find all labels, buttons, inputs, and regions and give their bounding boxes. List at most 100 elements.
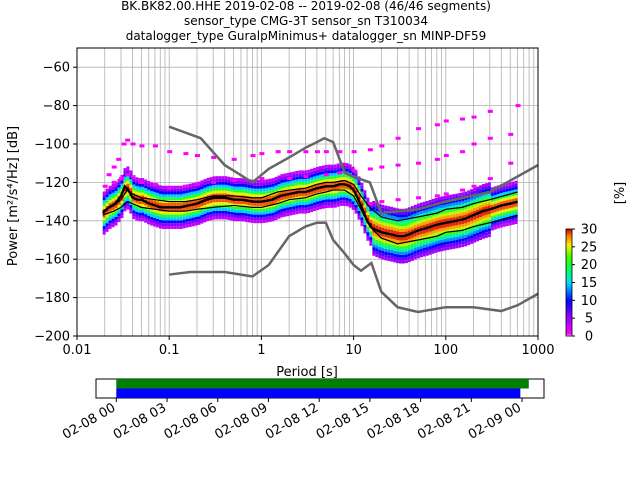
- pdf-cell: [150, 211, 154, 215]
- pdf-cell: [449, 243, 453, 247]
- pdf-cell: [194, 216, 198, 220]
- pdf-cell: [422, 224, 426, 228]
- pdf-cell: [410, 220, 414, 224]
- pdf-cell: [147, 186, 151, 190]
- pdf-cell: [416, 235, 420, 239]
- pdf-cell: [461, 215, 465, 219]
- pdf-cell: [161, 185, 165, 189]
- pdf-cell: [484, 197, 488, 201]
- pdf-cell: [363, 219, 367, 222]
- pdf-cell: [399, 223, 402, 227]
- pdf-cell: [179, 211, 183, 215]
- pdf-cell: [467, 230, 471, 234]
- pdf-cell: [434, 198, 438, 201]
- pdf-cell: [159, 202, 162, 206]
- pdf-cell: [339, 168, 343, 172]
- pdf-cell: [212, 190, 216, 194]
- pdf-cell: [404, 237, 408, 241]
- pdf-cell: [348, 170, 352, 173]
- pdf-cell: [399, 240, 402, 244]
- pdf-cell: [319, 189, 322, 193]
- time-tick-label: 02-08 00: [60, 400, 118, 442]
- pdf-cell: [354, 190, 358, 194]
- colorbar-segment: [566, 261, 572, 264]
- pdf-cell: [511, 216, 515, 219]
- pdf-cell: [345, 191, 349, 195]
- pdf-cell: [413, 233, 417, 237]
- pdf-cell: [253, 182, 257, 186]
- colorbar-label: [%]: [613, 182, 628, 205]
- pdf-cell: [449, 209, 453, 212]
- pdf-cell: [227, 205, 231, 209]
- pdf-cell: [135, 177, 139, 181]
- pdf-cell: [458, 241, 462, 245]
- pdf-cell: [280, 185, 284, 189]
- pdf-cell: [114, 211, 118, 215]
- pdf-cell: [381, 248, 385, 251]
- pdf-cell: [431, 247, 435, 251]
- pdf-cell: [259, 191, 263, 195]
- pdf-cell: [437, 200, 441, 203]
- pdf-cell: [114, 214, 118, 217]
- pdf-cell: [167, 214, 171, 218]
- pdf-cell: [191, 223, 195, 227]
- pdf-cell: [167, 203, 171, 206]
- pdf-cell: [369, 205, 373, 209]
- pdf-cell: [401, 226, 405, 229]
- pdf-cell: [295, 199, 299, 203]
- pdf-cell: [274, 208, 278, 212]
- pdf-cell: [156, 187, 159, 190]
- pdf-cell: [307, 181, 311, 185]
- pdf-cell: [327, 187, 331, 191]
- pdf-cell: [262, 197, 266, 200]
- pdf-cell: [470, 229, 474, 233]
- pdf-cell: [138, 189, 142, 193]
- pdf-cell: [514, 180, 518, 184]
- pdf-cell: [351, 201, 355, 205]
- pdf-cell: [366, 235, 370, 238]
- pdf-cell: [200, 212, 204, 215]
- pdf-cell: [455, 208, 459, 211]
- pdf-cell: [404, 260, 408, 264]
- pdf-cell: [188, 195, 192, 199]
- pdf-cell: [327, 204, 331, 208]
- pdf-cell: [212, 208, 216, 211]
- pdf-cell: [274, 194, 278, 198]
- pdf-cell: [102, 231, 106, 235]
- pdf-cell: [156, 190, 159, 193]
- pdf-cell: [410, 214, 414, 218]
- pdf-cell: [484, 217, 488, 221]
- pdf-cell: [396, 228, 400, 232]
- pdf-cell: [271, 215, 275, 219]
- pdf-cell: [138, 212, 142, 216]
- pdf-cell: [458, 236, 462, 240]
- pdf-cell: [443, 233, 447, 237]
- pdf-cell: [455, 231, 459, 234]
- pdf-cell: [218, 213, 222, 217]
- colorbar-segment: [566, 307, 572, 310]
- pdf-cell: [256, 188, 260, 192]
- pdf-cell: [339, 194, 343, 198]
- pdf-cell: [241, 181, 245, 185]
- pdf-cell: [256, 208, 260, 212]
- pdf-cell: [455, 216, 459, 220]
- pdf-cell: [476, 221, 480, 225]
- pdf-cell: [224, 190, 228, 194]
- pdf-cell: [336, 166, 340, 170]
- pdf-cell: [499, 218, 503, 222]
- pdf-cell: [476, 206, 480, 210]
- pdf-cell: [357, 213, 361, 217]
- pdf-cell: [253, 208, 257, 212]
- pdf-cell: [212, 202, 216, 206]
- pdf-cell: [455, 239, 459, 243]
- pdf-cell: [206, 192, 210, 196]
- title-line-1: BK.BK82.00.HHE 2019-02-08 -- 2019-02-08 …: [121, 0, 491, 13]
- pdf-cell: [144, 188, 148, 192]
- pdf-cell: [176, 197, 180, 201]
- pdf-cell: [476, 198, 480, 201]
- pdf-cell: [455, 199, 459, 203]
- pdf-cell: [484, 229, 488, 233]
- pdf-cell: [378, 238, 382, 242]
- pdf-cell: [185, 190, 189, 194]
- pdf-cell: [170, 197, 174, 201]
